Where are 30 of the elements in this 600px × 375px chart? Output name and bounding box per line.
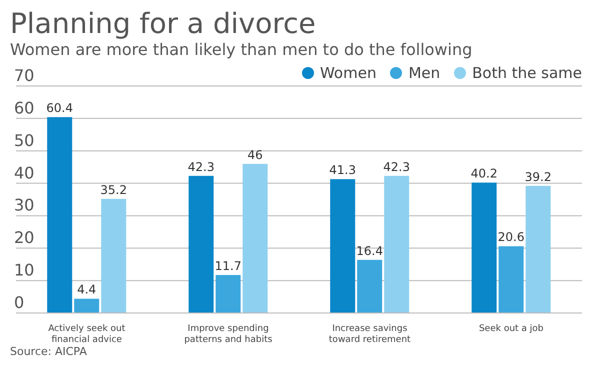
x-tick-label: Improve spending patterns and habits [184, 324, 273, 345]
chart-subtitle: Women are more than likely than men to do the following [10, 40, 474, 60]
x-tick-label: Actively seek out financial advice [48, 324, 126, 345]
data-label: 20.6 [498, 230, 524, 244]
data-label: 40.2 [470, 166, 498, 181]
data-label: 39.2 [524, 170, 552, 184]
x-tick-label: Increase savings toward retirement [328, 324, 412, 345]
data-label: 46 [247, 148, 263, 162]
legend-label: Women [318, 64, 376, 82]
source-note: Source: AICPA [10, 345, 88, 358]
y-tick-label: 0 [14, 293, 24, 312]
y-tick-label: 10 [14, 260, 34, 280]
y-tick-label: 20 [14, 228, 34, 248]
legend-label: Both the same [471, 64, 582, 82]
data-label: 42.3 [383, 160, 410, 174]
legend-label: Men [407, 64, 440, 82]
data-label: 41.3 [329, 163, 356, 178]
y-tick-label: 30 [14, 196, 34, 215]
data-label: 60.4 [46, 101, 73, 116]
data-label: 16.4 [356, 244, 383, 258]
data-label: 11.7 [214, 259, 242, 274]
data-label: 4.4 [77, 282, 96, 297]
y-tick-label: 50 [14, 130, 34, 150]
y-tick-label: 40 [14, 163, 34, 182]
y-tick-label: 70 [14, 66, 34, 85]
x-tick-label: Seek out a job [478, 324, 544, 334]
y-tick-label: 60 [14, 98, 34, 118]
data-label: 42.3 [188, 160, 214, 174]
chart-title: Planning for a divorce [10, 7, 317, 40]
data-label: 35.2 [100, 182, 127, 197]
